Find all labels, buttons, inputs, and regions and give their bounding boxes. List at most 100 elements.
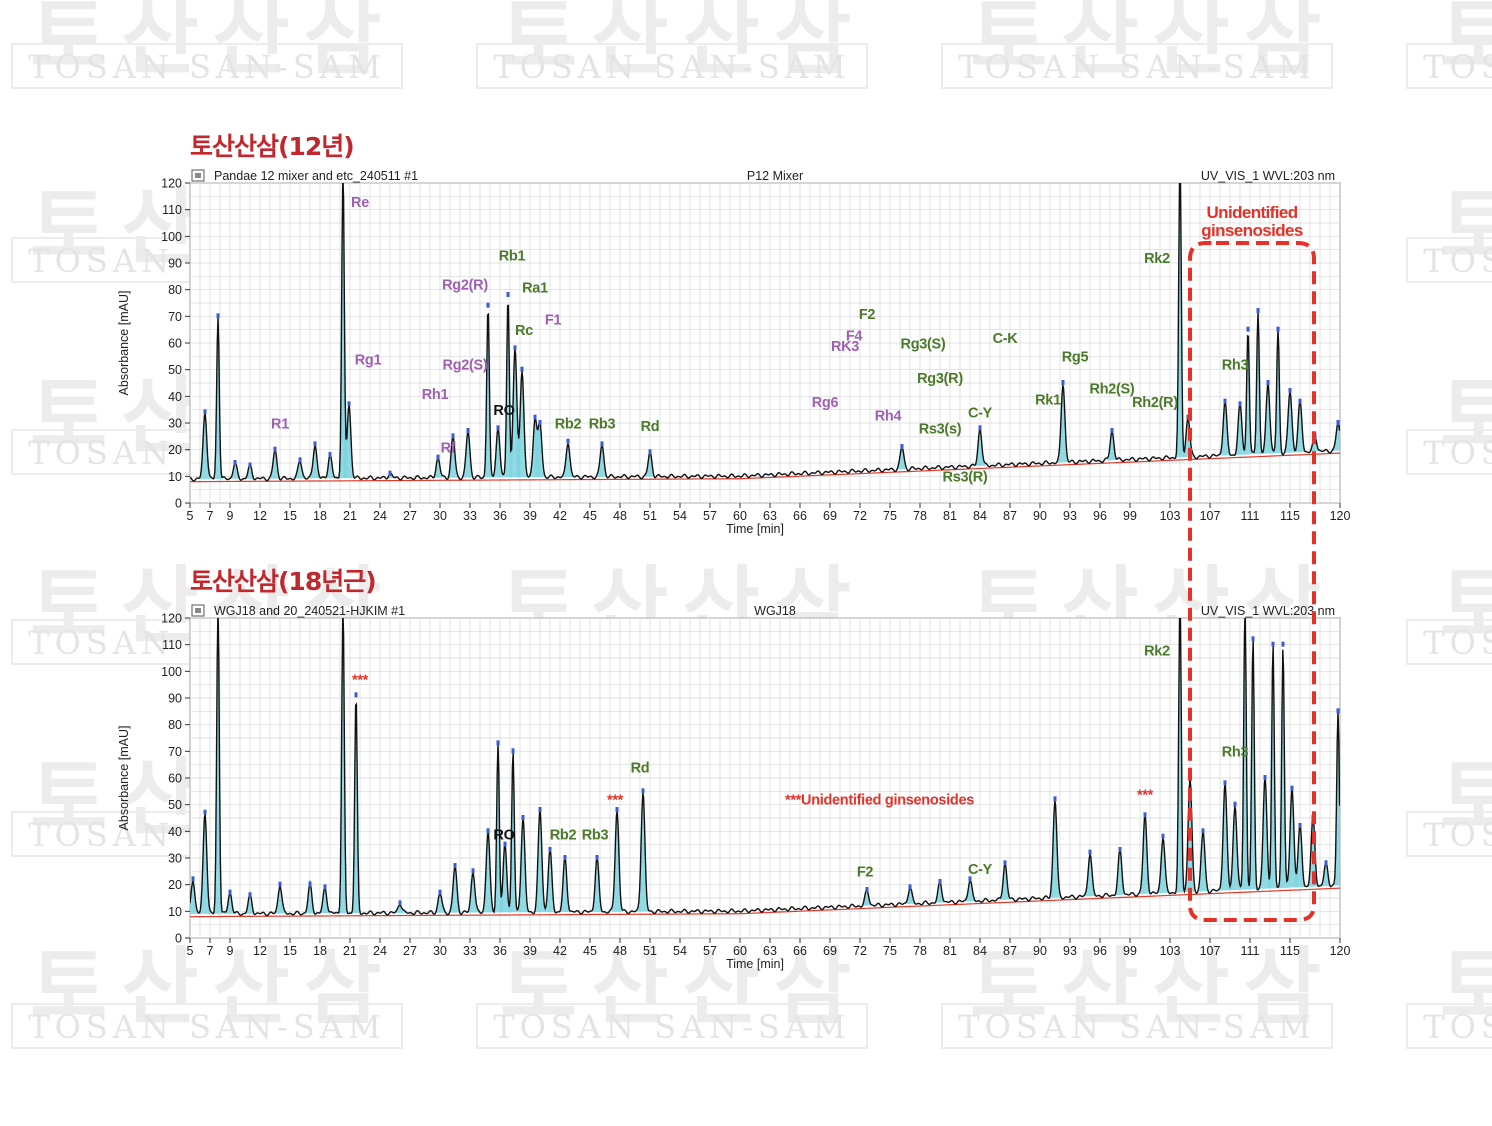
peak-marker — [1003, 860, 1007, 866]
x-tick-label: 75 — [883, 944, 897, 958]
peak-label: F2 — [859, 307, 876, 323]
x-tick-label: 78 — [913, 944, 927, 958]
watermark-frame — [1406, 237, 1492, 283]
peak-marker — [520, 366, 524, 372]
peak-label: Rg3(R) — [917, 371, 963, 387]
peak-marker — [328, 452, 332, 457]
y-tick-label: 90 — [168, 257, 182, 271]
watermark-frame — [11, 1003, 403, 1049]
peak-marker — [398, 900, 402, 906]
peak-label: Rk2 — [1144, 643, 1170, 659]
watermark-frame — [476, 43, 868, 89]
peak-marker — [1118, 847, 1122, 852]
header-method: P12 Mixer — [747, 169, 803, 183]
peak-fill — [934, 881, 946, 904]
peak-marker — [313, 441, 317, 447]
x-tick-label: 93 — [1063, 944, 1077, 958]
peak-marker — [968, 876, 972, 882]
peak-marker — [278, 881, 282, 887]
watermark-latin: TOSAN SAN-SAM — [1423, 242, 1492, 280]
peak-label: Rh3 — [1222, 745, 1249, 761]
header-method: WGJ18 — [754, 604, 796, 618]
peak-marker — [1311, 815, 1315, 820]
peak-label: RO — [493, 827, 514, 843]
peak-label: Rc — [515, 323, 533, 339]
y-tick-label: 60 — [168, 337, 182, 351]
peak-label: Rk1 — [1035, 392, 1061, 408]
peak-marker — [506, 292, 510, 297]
peak-marker — [615, 807, 619, 812]
x-tick-label: 15 — [283, 944, 297, 958]
peak-label: Rd — [631, 761, 650, 777]
watermark-latin: TOSAN SAN-SAM — [493, 48, 850, 86]
peak-marker — [248, 462, 252, 468]
x-tick-label: 30 — [433, 944, 447, 958]
peak-marker — [466, 428, 470, 433]
y-tick-label: 60 — [168, 772, 182, 786]
peak-label: Rg5 — [1062, 350, 1089, 366]
x-tick-label: 107 — [1200, 509, 1221, 523]
watermark-latin: TOSAN SAN-SAM — [1423, 1008, 1492, 1046]
peak-label: F1 — [545, 312, 562, 328]
x-tick-label: 18 — [313, 944, 327, 958]
x-tick-label: 21 — [343, 944, 357, 958]
peak-fill — [213, 316, 223, 479]
peak-marker — [548, 847, 552, 852]
peak-marker — [436, 454, 440, 460]
y-tick-label: 20 — [168, 878, 182, 892]
peak-label: Rf — [441, 440, 456, 456]
peak-marker — [503, 841, 507, 847]
watermark-frame — [1406, 1003, 1492, 1049]
peak-marker — [1143, 812, 1147, 818]
x-tick-label: 24 — [373, 944, 387, 958]
peak-label: Rb2 — [550, 827, 577, 843]
peak-fill — [534, 811, 546, 913]
x-tick-label: 27 — [403, 944, 417, 958]
peak-marker — [453, 863, 457, 868]
peak-marker — [538, 420, 542, 425]
peak-label: Rg6 — [812, 395, 839, 411]
peak-fill — [190, 881, 199, 914]
peak-marker — [1223, 780, 1227, 786]
x-tick-label: 111 — [1240, 944, 1259, 958]
peak-label: C-Y — [968, 406, 993, 422]
peak-marker — [1336, 708, 1340, 714]
watermark-frame — [1406, 429, 1492, 475]
y-tick-label: 100 — [161, 230, 182, 244]
peak-fill — [493, 743, 503, 913]
peak-label: Rb2 — [555, 416, 582, 432]
watermark-latin: TOSAN SAN-SAM — [493, 1008, 850, 1046]
y-tick-label: 120 — [161, 612, 182, 626]
peak-label: *** — [1137, 787, 1154, 803]
chromatogram-trace — [190, 183, 1340, 482]
x-tick-label: 51 — [643, 509, 657, 523]
peak-marker — [354, 692, 358, 698]
peak-fill — [1333, 710, 1340, 886]
x-tick-label: 48 — [613, 944, 627, 958]
x-tick-label: 84 — [973, 509, 987, 523]
x-tick-label: 45 — [583, 944, 597, 958]
y-tick-label: 110 — [162, 638, 182, 652]
x-axis-label: Time [min] — [726, 957, 784, 971]
x-tick-label: 60 — [733, 509, 747, 523]
peak-label: Rg2(S) — [443, 358, 488, 374]
peak-label: Re — [351, 195, 369, 211]
peak-marker — [438, 889, 442, 895]
peak-marker — [1313, 433, 1317, 439]
peak-marker — [496, 740, 500, 746]
peak-marker — [323, 884, 327, 890]
header-sample-name: Pandae 12 mixer and etc_240511 #1 — [214, 169, 418, 183]
peak-marker — [511, 748, 515, 754]
peak-marker — [648, 449, 652, 455]
peak-label: C-Y — [968, 862, 993, 878]
x-tick-label: 99 — [1123, 509, 1137, 523]
x-tick-label: 24 — [373, 509, 387, 523]
peak-label: *** — [352, 673, 369, 689]
watermark-hangul: 토산산삼 — [1440, 749, 1492, 847]
x-tick-label: 57 — [703, 944, 717, 958]
y-tick-label: 80 — [168, 718, 182, 732]
y-axis-label: Absorbance [mAU] — [117, 291, 131, 396]
peak-marker — [978, 425, 982, 431]
watermark-hangul: 토산산삼 — [500, 938, 865, 1036]
peak-marker — [216, 313, 220, 319]
